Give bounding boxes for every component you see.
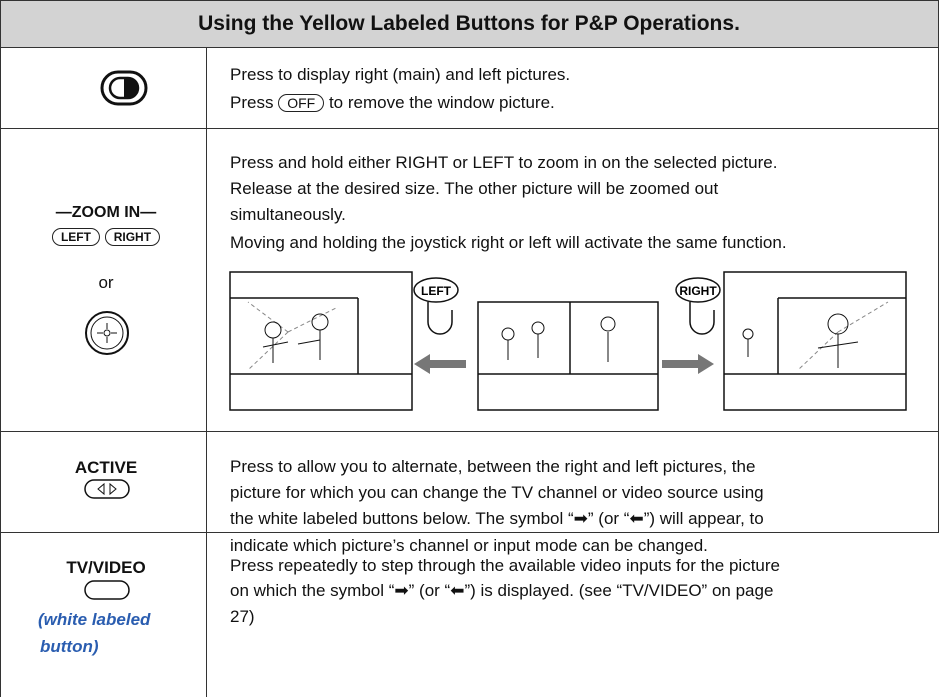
- or-text: or: [98, 273, 114, 292]
- row-text: 27): [230, 607, 255, 626]
- zoom-buttons: LEFT RIGHT: [51, 226, 161, 246]
- joystick-icon: [85, 311, 129, 355]
- tv-video-button: [84, 580, 130, 600]
- row-text: indicate which picture’s channel or inpu…: [230, 536, 708, 555]
- key-label: TV/VIDEO: [66, 558, 146, 577]
- row-text: simultaneously.: [230, 205, 346, 224]
- text: to remove the window picture.: [328, 93, 555, 112]
- row-text: picture for which you can change the TV …: [230, 483, 764, 502]
- border: [0, 0, 939, 1]
- border: [0, 47, 939, 48]
- border: [0, 128, 939, 129]
- row-text: Press repeatedly to step through the ava…: [230, 556, 781, 575]
- text: Press: [230, 93, 274, 112]
- note: button): [40, 637, 99, 656]
- pip-icon: [100, 70, 148, 106]
- active-button: [84, 479, 130, 499]
- left-button: LEFT: [51, 228, 100, 246]
- key-label: —ZOOM IN—: [55, 204, 157, 221]
- right-button: RIGHT: [104, 228, 161, 246]
- border: [0, 532, 939, 533]
- row-text: the white labeled buttons below. The sym…: [230, 509, 764, 528]
- border: [0, 0, 1, 697]
- row-text: Moving and holding the joystick right or…: [230, 233, 787, 252]
- header-bg: [0, 0, 938, 47]
- row-text: Press and hold either RIGHT or LEFT to z…: [230, 153, 778, 172]
- border: [206, 47, 207, 697]
- row-text: Press to display right (main) and left p…: [230, 65, 571, 84]
- header-title: Using the Yellow Labeled Buttons for P&P…: [198, 12, 740, 35]
- zoom-label: ZOOM IN: [71, 204, 141, 221]
- key-label: ACTIVE: [74, 458, 138, 477]
- row-text: Press OFF to remove the window picture.: [230, 93, 555, 113]
- off-button: OFF: [278, 94, 325, 112]
- right-button: RIGHT: [679, 284, 717, 298]
- row-text: Press to allow you to alternate, between…: [230, 457, 756, 476]
- note: (white labeled: [38, 610, 151, 629]
- left-button: LEFT: [421, 284, 452, 298]
- border: [0, 431, 939, 432]
- zoom-illustration: LEFT RIGHT: [229, 271, 907, 411]
- row-text: on which the symbol “➡” (or “⬅”) is disp…: [230, 581, 774, 600]
- row-text: Release at the desired size. The other p…: [230, 179, 719, 198]
